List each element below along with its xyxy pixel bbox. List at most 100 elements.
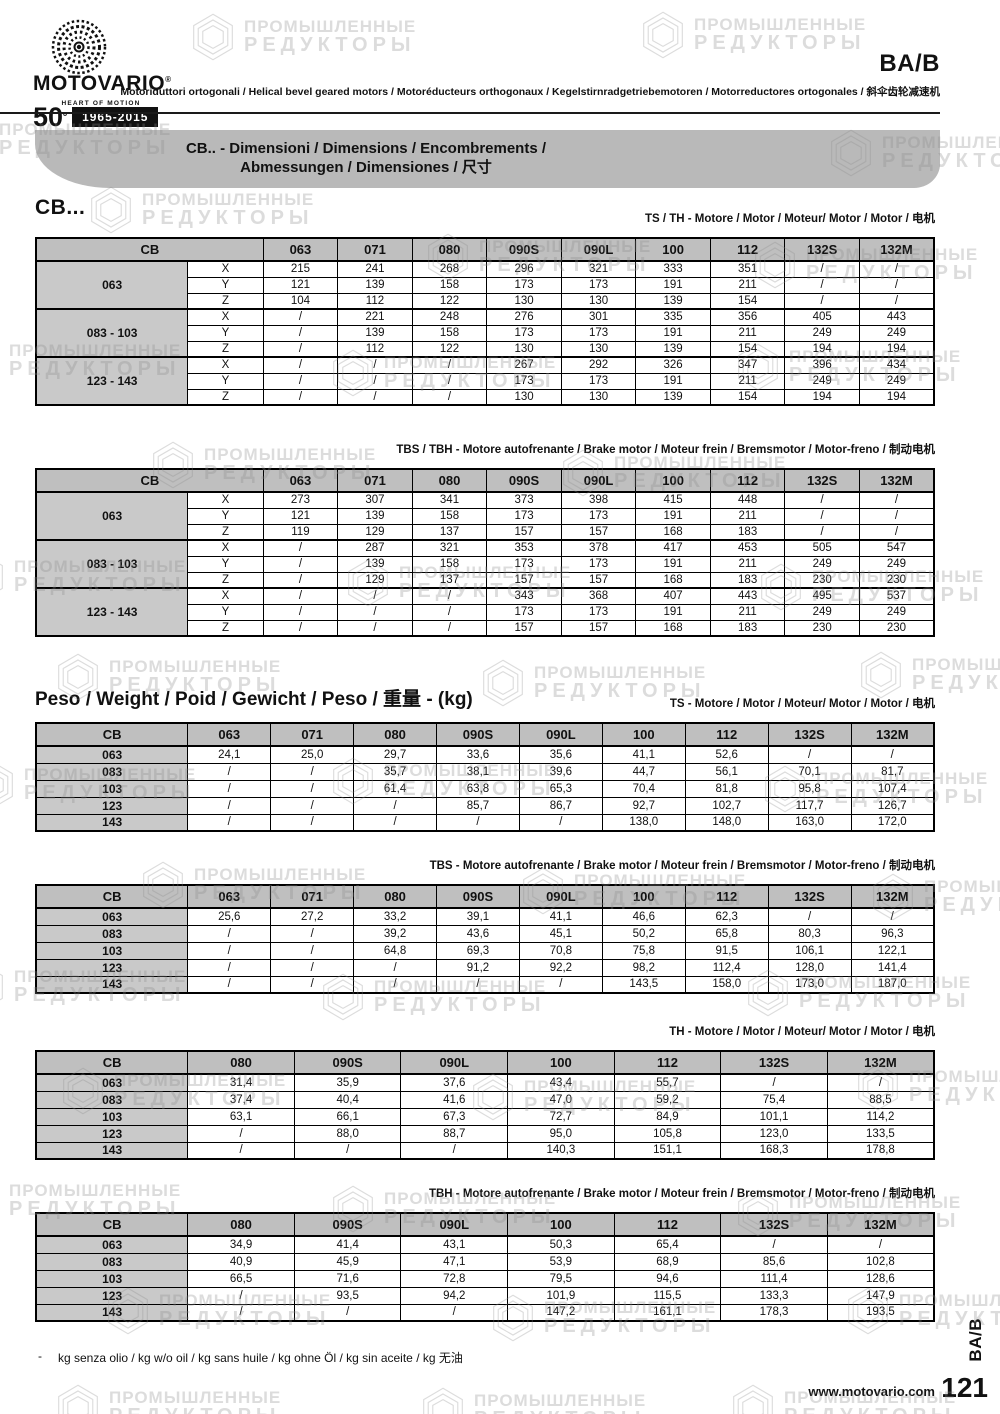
axis-label-cell: Z <box>187 571 264 589</box>
table-row: 103 63,1 66,1 67,3 72,7 84,9 101,1 114,2 <box>35 1107 935 1126</box>
value-cell: 172,0 <box>850 813 935 832</box>
value-cell: 168 <box>635 619 711 637</box>
value-cell: 59,2 <box>613 1090 722 1109</box>
value-cell: 191 <box>635 555 711 573</box>
row-label-cell: 123 <box>35 958 189 977</box>
value-cell: / <box>411 619 488 637</box>
value-cell: 94,6 <box>613 1269 722 1288</box>
website-link[interactable]: www.motovario.com <box>808 1384 935 1399</box>
motor-header-cell: 100 <box>601 884 686 909</box>
value-cell: / <box>262 539 339 557</box>
value-cell: 351 <box>709 260 786 278</box>
value-cell: / <box>767 907 852 926</box>
value-cell: 41,4 <box>293 1235 402 1254</box>
value-cell: 147,9 <box>826 1286 935 1305</box>
motor-header-cell: 080 <box>411 237 488 262</box>
header-rule <box>0 112 940 114</box>
value-cell: 453 <box>709 539 786 557</box>
axis-label-cell: Z <box>187 292 264 310</box>
value-cell: 112,4 <box>684 958 769 977</box>
value-cell: / <box>270 941 355 960</box>
value-cell: 47,1 <box>400 1252 509 1271</box>
cb-header-cell: CB <box>35 237 264 262</box>
brand-tagline: HEART OF MOTION <box>61 100 141 107</box>
table-row: 083 37,4 40,4 41,6 47,0 59,2 75,4 88,5 <box>35 1090 935 1109</box>
value-cell: 154 <box>709 292 786 310</box>
motor-header-cell: 100 <box>601 722 686 747</box>
axis-label-cell: Y <box>187 276 264 294</box>
axis-label-cell: Y <box>187 555 264 573</box>
value-cell: 140,3 <box>507 1141 615 1160</box>
value-cell: / <box>400 1141 509 1160</box>
weight-table-th: TH - Motore / Motor / Moteur/ Motor / Mo… <box>35 1025 935 1160</box>
value-cell: 50,3 <box>507 1235 615 1254</box>
value-cell: 91,5 <box>684 941 769 960</box>
value-cell: 335 <box>635 308 711 326</box>
value-cell: 115,5 <box>613 1286 722 1305</box>
value-cell: 443 <box>709 587 786 605</box>
motor-header-cell: 090L <box>518 884 603 909</box>
header-row: CB 080 090S 090L 100 112 132S 132M <box>35 1212 935 1237</box>
group-label-cell: 063 <box>35 260 189 310</box>
value-cell: 415 <box>635 491 711 509</box>
value-cell: 183 <box>709 619 786 637</box>
motor-header-cell: 132S <box>720 1050 828 1075</box>
value-cell: 191 <box>635 507 711 525</box>
value-cell: 321 <box>560 260 637 278</box>
value-cell: 211 <box>709 324 786 342</box>
value-cell: 143,5 <box>601 975 686 994</box>
value-cell: / <box>850 745 935 764</box>
value-cell: 72,8 <box>400 1269 509 1288</box>
value-cell: 129 <box>337 523 413 541</box>
motor-header-cell: 132M <box>850 722 935 747</box>
value-cell: 321 <box>411 539 488 557</box>
value-cell: 154 <box>709 388 786 406</box>
weight-table-th-grid: CB 080 090S 090L 100 112 132S 132M 063 31,4 35,9 37… <box>35 1050 935 1160</box>
value-cell: 230 <box>784 571 860 589</box>
motor-header-cell: 132M <box>826 1212 935 1237</box>
table-row: 063 X 215 241 268 296 321 333 351// <box>35 260 935 310</box>
value-cell: / <box>784 276 860 294</box>
row-label-cell: 063 <box>35 1235 189 1254</box>
motor-header-cell: 063 <box>262 237 339 262</box>
value-cell: 93,5 <box>293 1286 402 1305</box>
value-cell: / <box>337 388 413 406</box>
value-cell: 249 <box>784 324 860 342</box>
value-cell: 193,5 <box>826 1303 935 1322</box>
value-cell: 95,0 <box>507 1124 615 1143</box>
motor-header-cell: 132S <box>767 884 852 909</box>
banner-title: CB.. - Dimensioni / Dimensions / Encombr… <box>151 139 581 177</box>
value-cell: 267 <box>486 356 562 374</box>
value-cell: 139 <box>337 555 413 573</box>
oil-note: - kg senza olio / kg w/o oil / kg sans h… <box>38 1349 463 1366</box>
dim-table-tbs-tbh: TBS / TBH - Motore autofrenante / Brake … <box>35 443 935 637</box>
axis-label-cell: X <box>187 587 264 605</box>
value-cell: 70,4 <box>601 779 686 798</box>
motor-header-cell: 080 <box>353 884 438 909</box>
value-cell: 191 <box>635 276 711 294</box>
group-label-cell: 123 - 143 <box>35 356 189 406</box>
table-row: 123///85,7 86,7 92,7 102,7 117,7 126,7 <box>35 796 935 815</box>
value-cell: 249 <box>858 603 935 621</box>
value-cell: 52,6 <box>684 745 769 764</box>
motor-header-cell: 071 <box>270 884 355 909</box>
value-cell: 130 <box>560 292 637 310</box>
value-cell: 66,1 <box>293 1107 402 1126</box>
value-cell: 173 <box>560 555 637 573</box>
value-cell: 296 <box>486 260 562 278</box>
value-cell: / <box>262 587 339 605</box>
value-cell: 163,0 <box>767 813 852 832</box>
value-cell: 417 <box>635 539 711 557</box>
value-cell: 230 <box>858 571 935 589</box>
value-cell: / <box>518 975 603 994</box>
cb-header-cell: CB <box>35 1212 189 1237</box>
value-cell: 249 <box>858 555 935 573</box>
value-cell: 173 <box>560 507 637 525</box>
value-cell: / <box>270 796 355 815</box>
value-cell: 353 <box>486 539 562 557</box>
weight-table-ts: TS - Motore / Motor / Moteur/ Motor / Mo… <box>35 697 935 832</box>
value-cell: 55,7 <box>613 1073 722 1092</box>
value-cell: 46,6 <box>601 907 686 926</box>
